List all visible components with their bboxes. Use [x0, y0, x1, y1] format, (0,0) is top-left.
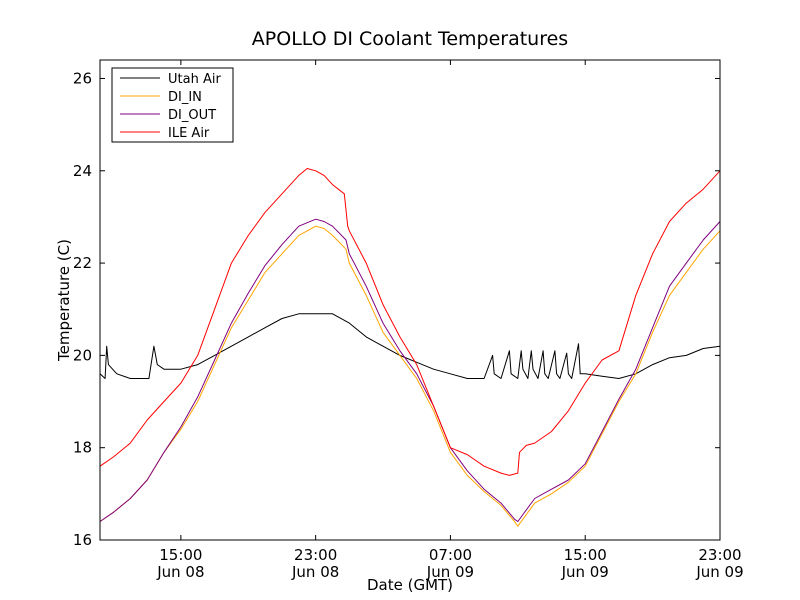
x-tick-label: 07:00: [429, 546, 472, 564]
series-line-ile-air: [99, 168, 721, 476]
series-line-di-out: [99, 218, 721, 522]
legend-label: DI_OUT: [168, 108, 216, 123]
series-line-di-in: [99, 225, 721, 527]
legend: Utah Air DI_IN DI_OUT ILE Air: [111, 67, 234, 143]
legend-label: DI_IN: [168, 90, 202, 105]
x-tick-date-label: Jun 09: [695, 563, 743, 581]
y-tick-label: 18: [73, 439, 92, 457]
legend-label: Utah Air: [168, 72, 221, 87]
x-tick-label: 23:00: [698, 546, 741, 564]
chart-title: APOLLO DI Coolant Temperatures: [252, 28, 568, 50]
x-tick-date-label: Jun 09: [426, 563, 474, 581]
plot-frame: [99, 59, 721, 541]
plot-lines: [99, 168, 721, 527]
x-tick-date-label: Jun 08: [291, 563, 339, 581]
series-line-utah-air: [99, 313, 721, 379]
y-axis: 16 18 20 22 24 26: [73, 69, 720, 549]
x-axis-label: Date (GMT): [367, 576, 453, 594]
x-tick-label: 23:00: [294, 546, 337, 564]
x-tick-label: 15:00: [159, 546, 202, 564]
legend-label: ILE Air: [168, 126, 210, 141]
x-tick-label: 15:00: [564, 546, 607, 564]
y-tick-label: 24: [73, 162, 92, 180]
x-tick-date-label: Jun 09: [561, 563, 609, 581]
y-tick-label: 20: [73, 346, 92, 364]
y-tick-label: 16: [73, 531, 92, 549]
legend-box: [111, 67, 234, 143]
y-axis-label: Temperature (C): [55, 239, 73, 362]
y-tick-label: 22: [73, 254, 92, 272]
y-tick-label: 26: [73, 69, 92, 87]
x-tick-date-label: Jun 08: [156, 563, 204, 581]
